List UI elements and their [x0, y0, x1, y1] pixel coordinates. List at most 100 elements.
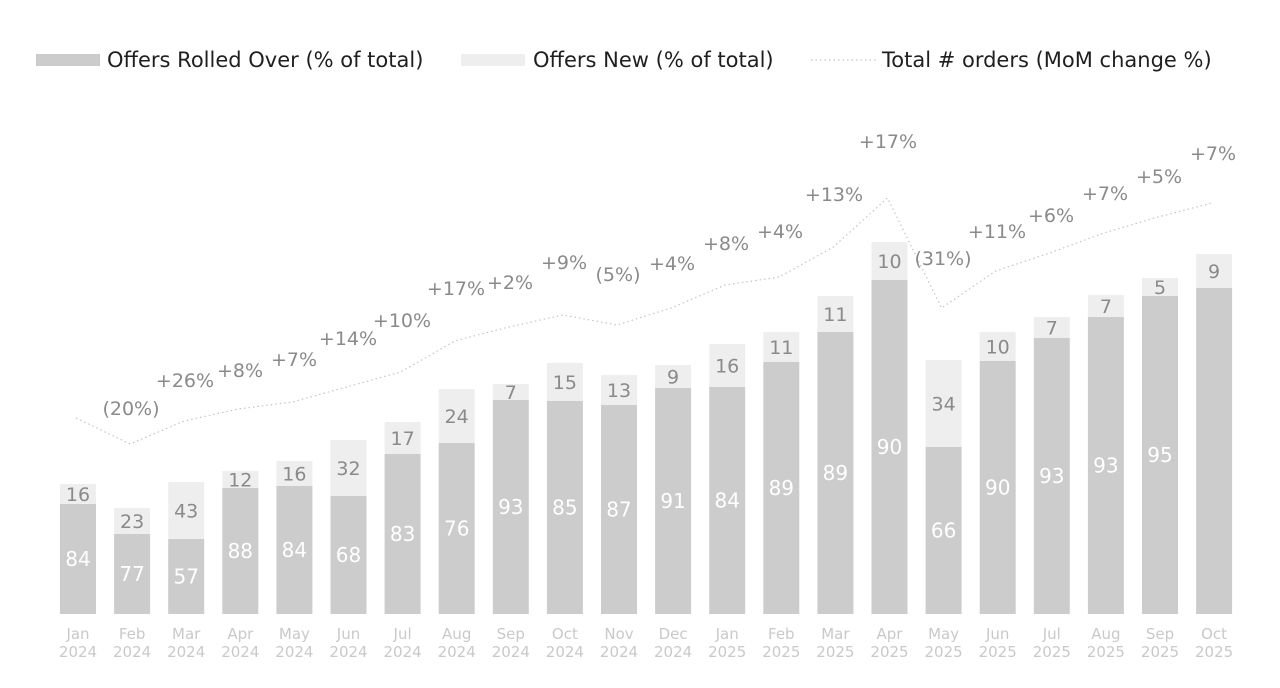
- bar-segment-rolled-over: [925, 447, 962, 614]
- data-label-new: 11: [769, 337, 793, 359]
- bar-segment-rolled-over: [276, 486, 313, 614]
- bar-segment-rolled-over: [763, 362, 800, 614]
- x-tick-year: 2025: [979, 643, 1017, 661]
- mom-change-label: +5%: [1136, 166, 1182, 188]
- mom-change-label: +7%: [1190, 143, 1236, 165]
- data-label-new: 5: [1154, 277, 1166, 299]
- bar-segment-rolled-over: [168, 539, 205, 614]
- x-tick-month: Jan: [65, 625, 89, 643]
- x-tick-month: Oct: [1201, 625, 1227, 643]
- legend-swatch-rolled-over: [36, 54, 100, 66]
- bar-segment-new: [438, 389, 475, 443]
- x-tick-year: 2025: [870, 643, 908, 661]
- bar-segment-new: [546, 363, 583, 401]
- x-tick-month: Feb: [768, 625, 795, 643]
- bar-segment-rolled-over: [546, 401, 583, 614]
- data-label-new: 9: [667, 367, 679, 389]
- data-label-rolled-over: 90: [877, 435, 902, 459]
- data-label-rolled-over: 76: [444, 517, 469, 541]
- mom-change-label: +17%: [859, 131, 917, 153]
- data-label-new: 24: [445, 406, 469, 428]
- x-tick-month: Mar: [821, 625, 850, 643]
- bar-segment-new: [60, 484, 96, 504]
- bar-segment-new: [492, 384, 529, 400]
- data-label-new: 23: [120, 511, 144, 533]
- data-label-rolled-over: 89: [823, 461, 848, 485]
- x-tick-month: Apr: [227, 625, 254, 643]
- mom-change-label: +13%: [805, 184, 863, 206]
- bar-segment-new: [114, 508, 151, 534]
- data-label-rolled-over: 85: [552, 496, 577, 520]
- data-label-new: 17: [391, 428, 415, 450]
- bar-segment-new: [655, 365, 692, 388]
- data-label-new: 7: [1100, 296, 1112, 318]
- data-label-rolled-over: 77: [119, 562, 144, 586]
- bar-segment-new: [925, 360, 962, 447]
- bar-segment-new: [709, 344, 746, 387]
- data-label-new: 11: [823, 304, 847, 326]
- mom-change-label: +26%: [156, 370, 214, 392]
- x-tick-year: 2025: [1141, 643, 1179, 661]
- x-tick-month: Aug: [442, 625, 471, 643]
- mom-change-label: +9%: [541, 252, 587, 274]
- mom-change-label: +8%: [217, 360, 263, 382]
- x-tick-year: 2024: [438, 643, 476, 661]
- data-label-new: 16: [66, 484, 90, 506]
- bar-segment-new: [601, 375, 637, 405]
- bar-segment-new: [1033, 317, 1070, 338]
- bar-segment-new: [384, 422, 421, 454]
- bar-segment-new: [979, 332, 1016, 361]
- x-tick-year: 2024: [113, 643, 151, 661]
- data-label-rolled-over: 83: [390, 522, 415, 546]
- mom-change-label: +6%: [1028, 205, 1074, 227]
- bar-segment-rolled-over: [60, 504, 96, 614]
- data-label-rolled-over: 84: [714, 489, 739, 513]
- bar-segment-new: [276, 461, 313, 486]
- data-label-new: 12: [228, 470, 252, 492]
- bar-segment-rolled-over: [1196, 288, 1233, 614]
- x-tick-month: May: [928, 625, 959, 643]
- x-tick-year: 2025: [816, 643, 854, 661]
- data-label-rolled-over: 88: [228, 539, 253, 563]
- mom-change-label: +8%: [703, 233, 749, 255]
- bar-segment-rolled-over: [817, 332, 854, 614]
- x-tick-year: 2024: [492, 643, 530, 661]
- bar-segment-new: [1087, 295, 1124, 317]
- x-tick-month: Nov: [604, 625, 633, 643]
- legend-swatch-new: [461, 54, 525, 66]
- bar-segment-rolled-over: [979, 361, 1016, 614]
- data-label-rolled-over: 66: [931, 519, 956, 543]
- x-tick-year: 2025: [1195, 643, 1233, 661]
- x-tick-year: 2025: [708, 643, 746, 661]
- legend-label-orders: Total # orders (MoM change %): [881, 48, 1212, 72]
- x-tick-year: 2024: [329, 643, 367, 661]
- x-tick-month: Jun: [985, 625, 1009, 643]
- bar-segment-rolled-over: [655, 388, 692, 614]
- data-label-rolled-over: 68: [336, 543, 361, 567]
- bar-segment-rolled-over: [601, 405, 637, 614]
- x-tick-month: May: [279, 625, 310, 643]
- bar-segment-rolled-over: [871, 280, 908, 614]
- data-label-new: 32: [336, 458, 360, 480]
- data-label-new: 15: [553, 372, 577, 394]
- bar-segment-rolled-over: [1033, 338, 1070, 614]
- bar-segment-rolled-over: [114, 534, 151, 614]
- mom-change-label: +2%: [487, 272, 533, 294]
- x-tick-month: Sep: [497, 625, 525, 643]
- data-label-new: 43: [174, 501, 198, 523]
- mom-change-label: +7%: [1082, 183, 1128, 205]
- x-tick-month: Oct: [552, 625, 578, 643]
- bar-segment-new: [817, 296, 854, 332]
- data-label-rolled-over: 84: [282, 538, 307, 562]
- x-tick-year: 2024: [167, 643, 205, 661]
- mom-change-label: +17%: [427, 278, 485, 300]
- legend-label-new: Offers New (% of total): [533, 48, 774, 72]
- data-label-rolled-over: 89: [769, 476, 794, 500]
- x-tick-month: Feb: [119, 625, 146, 643]
- data-label-rolled-over: 93: [498, 495, 523, 519]
- data-label-rolled-over: 93: [1093, 454, 1118, 478]
- x-tick-month: Jul: [393, 625, 412, 643]
- x-tick-month: Apr: [877, 625, 904, 643]
- data-label-new: 34: [932, 394, 956, 416]
